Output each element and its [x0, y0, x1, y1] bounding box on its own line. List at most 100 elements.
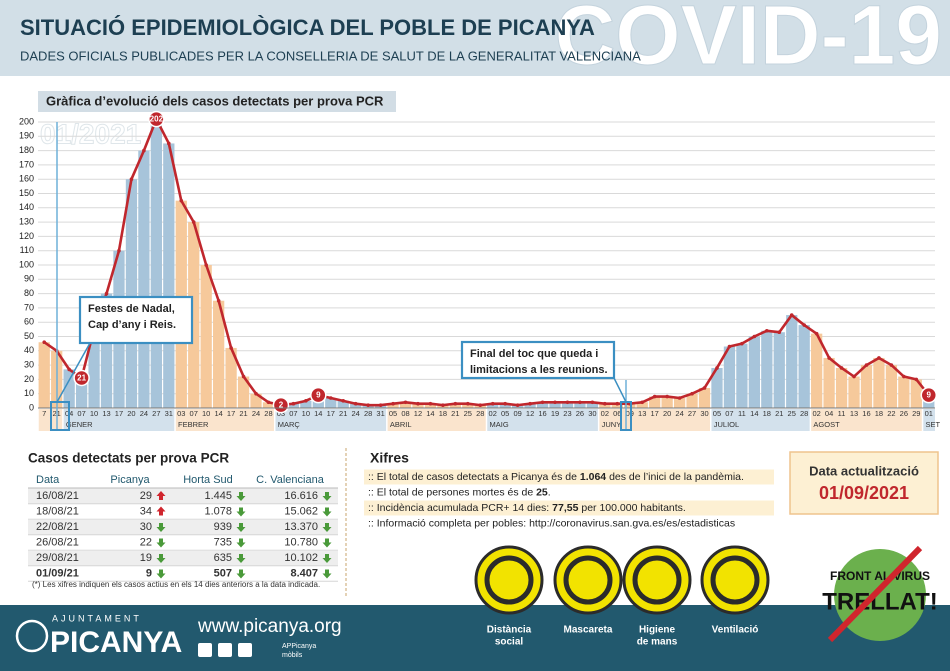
table-cell: 19 — [140, 552, 152, 564]
table-row-bg — [28, 488, 338, 504]
point — [740, 341, 744, 346]
trend-down-arrow — [236, 492, 246, 501]
x-tick-label: 13 — [102, 409, 110, 418]
figures-text: 1.064 — [580, 471, 606, 483]
badge-virus — [834, 549, 926, 641]
month-band — [486, 409, 599, 431]
x-tick-label: 09 — [626, 409, 634, 418]
y-tick-label: 110 — [20, 245, 34, 255]
bar — [287, 403, 300, 408]
value-marker — [73, 369, 90, 387]
table-cell: 507 — [214, 567, 232, 579]
point — [553, 400, 557, 405]
point — [902, 374, 906, 379]
measure-icon-inner — [484, 555, 534, 605]
y-tick-label: 70 — [24, 302, 34, 312]
point — [117, 248, 121, 253]
month-label: MAIG — [490, 420, 509, 429]
trend-line-segment — [204, 263, 220, 303]
point — [889, 363, 894, 367]
table-cell: 15.062 — [284, 505, 318, 517]
y-tick-label: 40 — [24, 345, 34, 355]
trend-down-arrow — [156, 538, 166, 548]
point — [104, 291, 109, 296]
figures-line: :: El total de persones mortes és de 25. — [368, 486, 551, 498]
point — [67, 367, 71, 372]
annotation-text: limitacions a les reunions. — [470, 364, 608, 376]
bar — [325, 397, 337, 408]
table-cell: 9 — [146, 567, 152, 579]
x-tick-label: 12 — [414, 409, 422, 418]
point — [528, 401, 532, 406]
x-tick-label: 31 — [376, 409, 384, 418]
bar — [860, 365, 873, 408]
bar — [150, 119, 162, 408]
y-tick-label: 50 — [24, 331, 34, 341]
point — [266, 400, 271, 405]
x-tick-label: 24 — [675, 409, 683, 418]
bar — [250, 393, 262, 408]
trend-line-segment — [391, 400, 407, 406]
bar — [462, 403, 474, 408]
measure-icon-inner — [710, 555, 760, 605]
x-tick-label: 22 — [887, 409, 895, 418]
bar — [424, 403, 437, 408]
trend-line-segment — [242, 375, 258, 396]
point — [441, 403, 445, 407]
bar — [300, 400, 312, 408]
figures-line: :: Informació completa per pobles: http:… — [368, 517, 735, 529]
trend-line-segment — [753, 329, 769, 338]
value-label: 9 — [927, 391, 932, 400]
trend-line-segment — [379, 402, 395, 407]
point — [378, 403, 383, 407]
trend-line-segment — [130, 149, 146, 181]
point — [727, 344, 732, 349]
point — [640, 400, 645, 405]
x-tick-label: 02 — [601, 409, 609, 418]
table-cell: 10.780 — [284, 536, 318, 548]
bar — [237, 376, 250, 408]
x-tick-label: 20 — [127, 409, 135, 418]
bar — [200, 265, 212, 408]
trend-line-segment — [466, 402, 482, 407]
figures-text: :: El total de casos detectats a Picanya… — [368, 471, 580, 483]
bar — [661, 396, 673, 408]
x-tick-label: 31 — [165, 409, 173, 418]
x-tick-label: 25 — [788, 409, 796, 418]
bar — [686, 393, 698, 408]
x-tick-label: 29 — [912, 409, 920, 418]
measure-label: Distància — [487, 625, 532, 636]
bar — [75, 377, 88, 408]
y-tick-label: 120 — [19, 231, 34, 241]
value-marker — [148, 110, 165, 128]
footer-app: APPicanya — [282, 643, 316, 650]
point — [515, 403, 520, 407]
footer-app: mòbils — [282, 652, 303, 659]
x-tick-label: 27 — [152, 409, 160, 418]
bar — [885, 365, 898, 408]
bar — [823, 357, 835, 408]
trend-line-segment — [404, 400, 420, 406]
bar — [337, 400, 349, 408]
bar — [350, 403, 362, 408]
table-cell: 8.407 — [290, 567, 318, 579]
point — [416, 401, 420, 406]
bar — [736, 343, 748, 408]
point — [827, 356, 831, 360]
trend-line-segment — [890, 363, 906, 378]
point — [603, 401, 607, 406]
trend-line-segment — [815, 332, 831, 360]
x-tick-label: 19 — [551, 409, 559, 418]
bar — [387, 403, 399, 408]
y-tick-label: 0 — [29, 402, 34, 412]
trend-line-segment — [429, 402, 445, 407]
figures-text: 25 — [536, 486, 548, 498]
month-label: FEBRER — [178, 420, 209, 429]
month-band — [922, 409, 935, 431]
figures-text: des de l’inici de la pandèmia. — [606, 471, 744, 483]
month-band — [175, 409, 275, 431]
x-tick-label: 18 — [763, 409, 771, 418]
bar — [586, 402, 599, 408]
trend-line-segment — [516, 402, 532, 407]
bar — [698, 387, 711, 408]
